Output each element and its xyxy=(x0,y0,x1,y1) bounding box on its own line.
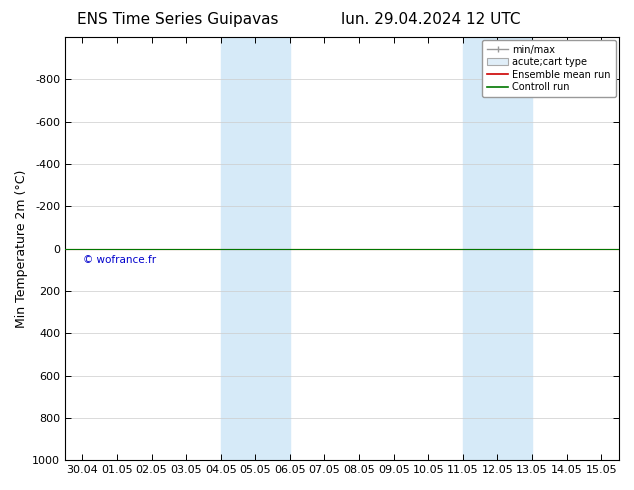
Bar xyxy=(463,37,532,460)
Text: © wofrance.fr: © wofrance.fr xyxy=(83,255,156,265)
Y-axis label: Min Temperature 2m (°C): Min Temperature 2m (°C) xyxy=(15,170,28,328)
Text: lun. 29.04.2024 12 UTC: lun. 29.04.2024 12 UTC xyxy=(341,12,521,27)
Text: ENS Time Series Guipavas: ENS Time Series Guipavas xyxy=(77,12,278,27)
Legend: min/max, acute;cart type, Ensemble mean run, Controll run: min/max, acute;cart type, Ensemble mean … xyxy=(482,40,616,97)
Bar xyxy=(221,37,290,460)
